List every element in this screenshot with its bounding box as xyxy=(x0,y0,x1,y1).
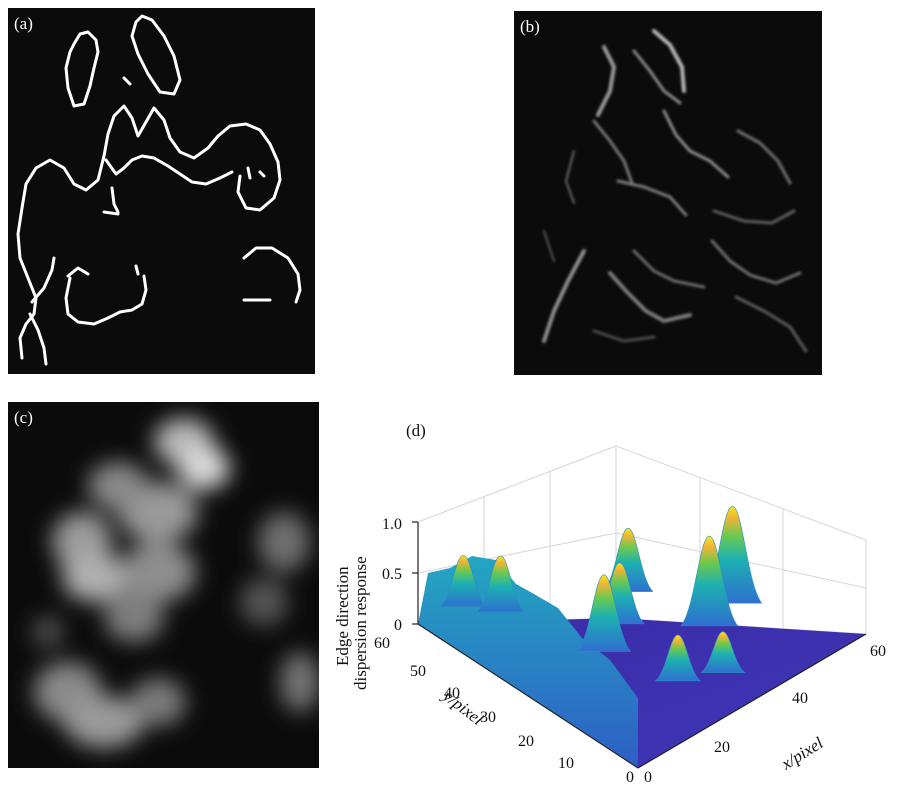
y-tick-20: 20 xyxy=(518,733,534,750)
y-tick-0: 0 xyxy=(626,769,634,786)
axes-lines xyxy=(412,521,867,769)
x-tick-20: 20 xyxy=(714,739,730,756)
surface-plot: 1.0 0.5 0 60 50 40 30 20 10 0 0 20 40 60… xyxy=(333,421,886,786)
y-tick-50: 50 xyxy=(410,663,426,680)
edge-map-panel: (a) xyxy=(8,8,315,374)
surface-plot-panel: 1.0 0.5 0 60 50 40 30 20 10 0 0 20 40 60… xyxy=(320,398,898,786)
surface-peak xyxy=(700,631,746,673)
surface-peak xyxy=(654,634,702,682)
panel-d-label: (d) xyxy=(406,421,426,440)
panel-b-label: (b) xyxy=(520,17,540,36)
gradient-map-image xyxy=(542,29,808,353)
surface-peak xyxy=(439,555,488,607)
z-tick-0.5: 0.5 xyxy=(382,566,402,583)
y-tick-40: 40 xyxy=(444,685,460,702)
z-tick-0: 0 xyxy=(394,617,402,634)
x-tick-40: 40 xyxy=(792,690,808,707)
surface-peaks xyxy=(439,505,763,682)
x-tick-0: 0 xyxy=(644,769,652,786)
surface-peak xyxy=(476,555,525,613)
x-tick-60: 60 xyxy=(870,643,886,660)
gradient-map-panel: (b) xyxy=(514,11,822,375)
surface-peak xyxy=(576,574,632,652)
edge-map-image xyxy=(16,14,302,366)
x-axis-label: x/pixel xyxy=(777,733,827,774)
panel-c-label: (c) xyxy=(14,408,33,427)
surface-front-face xyxy=(418,556,638,768)
blurred-map-panel: (c) xyxy=(8,402,319,768)
z-tick-1.0: 1.0 xyxy=(382,516,402,533)
panel-a-label: (a) xyxy=(14,14,33,33)
y-tick-10: 10 xyxy=(558,755,574,772)
y-tick-60: 60 xyxy=(374,635,390,652)
blurred-map-image xyxy=(32,418,319,748)
z-axis-label-line1: Edge direction xyxy=(333,566,352,666)
y-tick-30: 30 xyxy=(480,709,496,726)
z-axis-label-line2: dispersion response xyxy=(351,556,370,690)
surface-peak xyxy=(680,535,739,627)
